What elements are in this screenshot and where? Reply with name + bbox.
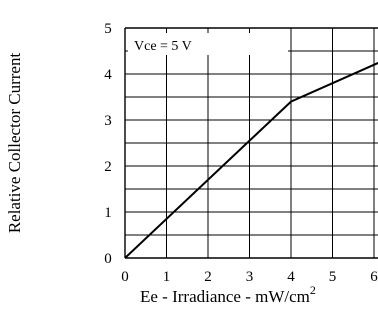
y-tick-label-1: 1 (104, 205, 112, 221)
x-tick-label-1: 1 (163, 269, 171, 285)
series-line-0 (124, 61, 378, 259)
series-layer (124, 61, 378, 259)
plot-frame (124, 27, 378, 259)
annotation-box (128, 33, 288, 55)
y-tick-label-2: 2 (104, 159, 112, 175)
x-tick-label-5: 5 (329, 269, 337, 285)
x-tick-label-6: 6 (370, 269, 378, 285)
tick-labels: 0 1 2 3 4 5 0 1 2 3 4 5 6 (104, 21, 378, 285)
x-axis-label-superscript: 2 (310, 283, 316, 297)
x-tick-label-2: 2 (204, 269, 212, 285)
y-axis-label: Relative Collector Current (5, 53, 24, 234)
y-tick-label-3: 3 (104, 113, 112, 129)
x-tick-label-0: 0 (121, 269, 129, 285)
x-tick-label-3: 3 (246, 269, 254, 285)
y-tick-label-4: 4 (104, 67, 112, 83)
annotation-vce: Vce = 5 V (134, 39, 192, 54)
y-tick-label-0: 0 (104, 251, 112, 267)
x-tick-label-4: 4 (287, 269, 295, 285)
y-tick-label-5: 5 (104, 21, 112, 37)
x-axis-label-text: Ee - Irradiance - mW/cm (140, 287, 310, 306)
grid (125, 28, 378, 258)
x-axis-label: Ee - Irradiance - mW/cm2 (140, 283, 316, 306)
